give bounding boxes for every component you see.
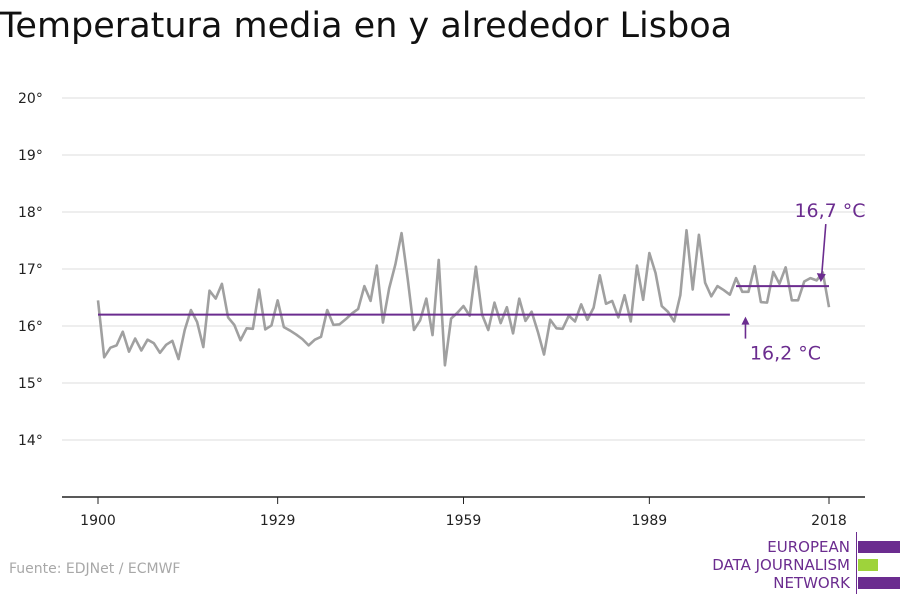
x-tick-label: 2018 bbox=[811, 513, 847, 529]
logo-line-2: DATA JOURNALISM bbox=[712, 556, 850, 574]
logo-line-1: EUROPEAN bbox=[767, 538, 850, 556]
grid-lines bbox=[62, 97, 865, 441]
source-note: Fuente: EDJNet / ECMWF bbox=[9, 561, 181, 577]
y-tick-label: 20° bbox=[18, 91, 43, 107]
x-axis-ticks: 1900 1929 1959 1989 2018 bbox=[80, 497, 847, 529]
edjnet-logo: EUROPEAN DATA JOURNALISM NETWORK bbox=[690, 532, 900, 594]
temperature-series-line bbox=[96, 228, 831, 367]
logo-bar-green bbox=[858, 559, 878, 571]
logo-divider bbox=[856, 532, 857, 594]
logo-bar-purple-bottom bbox=[858, 577, 900, 589]
y-tick-label: 15° bbox=[18, 376, 43, 392]
annotation-label-recent: 16,7 °C bbox=[794, 200, 865, 222]
logo-line-3: NETWORK bbox=[773, 574, 850, 592]
annotation-arrowhead-early bbox=[741, 316, 750, 325]
annotation-arrow-recent bbox=[821, 224, 827, 275]
annotation-arrowhead-recent bbox=[816, 273, 826, 283]
annotations: 16,2 °C 16,7 °C bbox=[741, 200, 866, 365]
y-tick-label: 19° bbox=[18, 148, 43, 164]
chart-title: Temperatura media en y alrededor Lisboa bbox=[0, 6, 733, 46]
y-tick-label: 14° bbox=[18, 433, 43, 449]
y-tick-label: 17° bbox=[18, 262, 43, 278]
x-tick-label: 1959 bbox=[446, 513, 482, 529]
y-tick-label: 16° bbox=[18, 319, 43, 335]
x-tick-label: 1900 bbox=[80, 513, 116, 529]
average-lines bbox=[98, 285, 829, 316]
y-axis-labels: 14° 15° 16° 17° 18° 19° 20° bbox=[18, 91, 43, 449]
y-tick-label: 18° bbox=[18, 205, 43, 221]
annotation-label-early: 16,2 °C bbox=[750, 343, 821, 365]
logo-bar-purple-top bbox=[858, 541, 900, 553]
x-tick-label: 1989 bbox=[632, 513, 668, 529]
x-tick-label: 1929 bbox=[260, 513, 296, 529]
